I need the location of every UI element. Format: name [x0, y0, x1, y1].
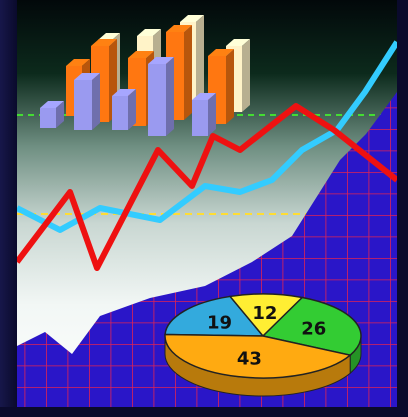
bar-cluster	[40, 15, 250, 136]
frame-right	[397, 0, 408, 417]
pie-slice-label: 26	[301, 318, 326, 339]
pie-slice	[164, 295, 265, 337]
bar-3d	[112, 89, 136, 130]
bar-3d	[148, 57, 174, 136]
pie-slice-label: 19	[207, 312, 232, 333]
red-trend-line	[17, 103, 397, 271]
blue-trend-line	[17, 40, 397, 233]
pie-slice	[228, 293, 304, 338]
bar-3d	[74, 73, 100, 130]
frame-left	[0, 0, 17, 417]
frame-bottom	[0, 407, 408, 417]
pie-slice	[164, 333, 352, 379]
bar-3d	[192, 93, 216, 136]
pie-slice-label: 43	[237, 348, 262, 369]
bar-3d	[40, 101, 64, 128]
pie-chart: 19 12 26 43	[164, 293, 362, 397]
pie-slice-label: 12	[252, 303, 277, 324]
